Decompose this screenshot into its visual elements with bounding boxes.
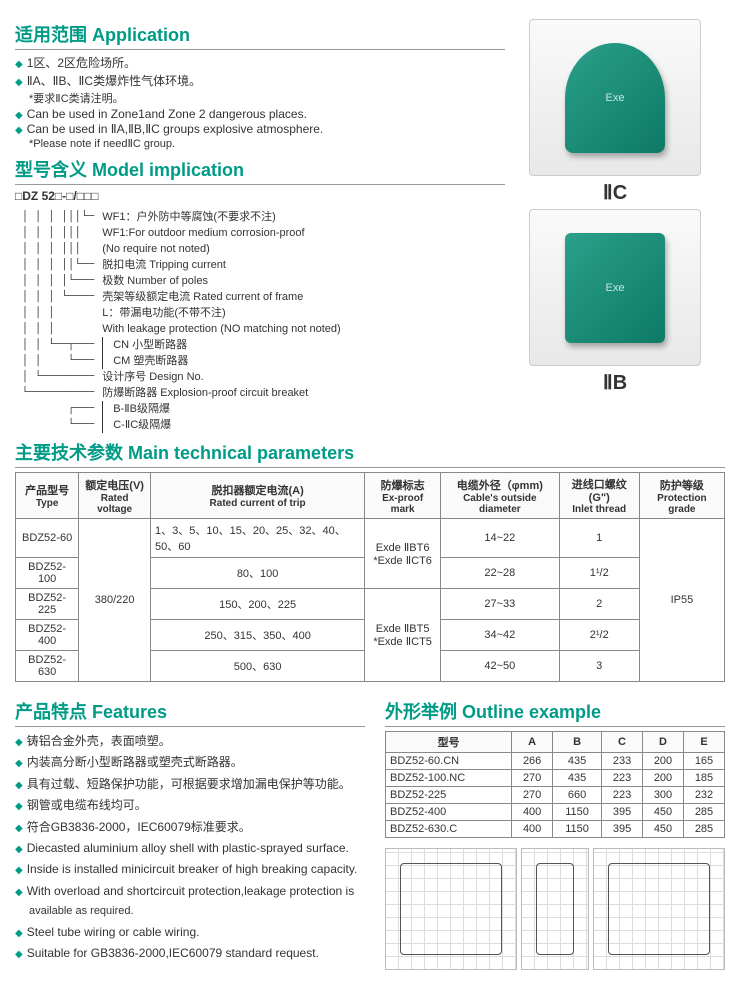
params-table: 产品型号Type 额定电压(V)Rated voltage 脱扣器额定电流(A)… xyxy=(15,472,725,682)
list-item: Can be used in Zone1and Zone 2 dangerous… xyxy=(15,107,505,121)
table-header-row: 产品型号Type 额定电压(V)Rated voltage 脱扣器额定电流(A)… xyxy=(16,473,725,519)
list-item: With leakage protection (NO matching not… xyxy=(102,321,340,337)
table-row: BDZ52-100.NC270435223200185 xyxy=(386,770,725,787)
th: 防爆标志Ex-proof mark xyxy=(365,473,441,519)
list-item: 符合GB3836-2000，IEC60079标准要求。 xyxy=(15,817,365,837)
list-item: 钢管或电缆布线均可。 xyxy=(15,795,365,815)
list-item: 脱扣电流 Tripping current xyxy=(102,257,340,273)
params-heading: 主要技术参数 Main technical parameters xyxy=(15,439,725,468)
list-item: 防爆断路器 Explosion-proof circuit breaket xyxy=(102,385,340,401)
list-item: Steel tube wiring or cable wiring. xyxy=(15,922,365,942)
outline-table: 型号 A B C D E BDZ52-60.CN266435233200165B… xyxy=(385,731,725,838)
model-description: WF1：户外防中等腐蚀(不要求不注) WF1:For outdoor mediu… xyxy=(102,209,340,433)
list-item: Can be used in ⅡA,ⅡB,ⅡC groups explosive… xyxy=(15,122,505,136)
list-note: *要求ⅡC类请注明。 xyxy=(29,90,505,106)
list-item: 设计序号 Design No. xyxy=(102,369,340,385)
outline-heading: 外形举例 Outline example xyxy=(385,698,725,727)
list-item: 极数 Number of poles xyxy=(102,273,340,289)
list-item: WF1:For outdoor medium corrosion-proof xyxy=(102,225,340,241)
list-item: WF1：户外防中等腐蚀(不要求不注) xyxy=(102,209,340,225)
table-row: BDZ52-60 380/220 1、3、5、10、15、20、25、32、40… xyxy=(16,519,725,558)
application-list: 1区、2区危险场所。 ⅡA、ⅡB、ⅡC类爆炸性气体环境。 *要求ⅡC类请注明。 … xyxy=(15,54,505,150)
list-item: 壳架等级额定电流 Rated current of frame xyxy=(102,289,340,305)
list-item: 铸铝合金外壳，表面喷塑。 xyxy=(15,731,365,751)
list-item: With overload and shortcircuit protectio… xyxy=(15,881,365,901)
model-heading: 型号含义 Model implication xyxy=(15,156,505,185)
th: C xyxy=(602,732,643,753)
th: E xyxy=(683,732,724,753)
model-code: □DZ 52□-□/□□□ xyxy=(15,189,505,203)
list-item: CM 塑壳断路器 xyxy=(102,353,340,369)
table-row: BDZ52-225270660223300232 xyxy=(386,787,725,804)
list-item: Suitable for GB3836-2000,IEC60079 standa… xyxy=(15,943,365,963)
table-header-row: 型号 A B C D E xyxy=(386,732,725,753)
list-item: Inside is installed minicircuit breaker … xyxy=(15,859,365,879)
application-heading: 适用范围 Application xyxy=(15,21,505,50)
list-item: B-ⅡB级隔爆 xyxy=(102,401,340,417)
th: 防护等级Protection grade xyxy=(639,473,724,519)
model-bracket-lines: │ │ │ │││└─ │ │ │ │││ │ │ │ │││ │ │ │ ││… xyxy=(15,209,102,433)
list-item: 内装高分断小型断路器或塑壳式断路器。 xyxy=(15,752,365,772)
th: D xyxy=(643,732,684,753)
drawing-side-view xyxy=(521,848,588,970)
drawing-detail-view xyxy=(593,848,725,970)
th: 电缆外径（φmm)Cable's outside diameter xyxy=(441,473,560,519)
list-item: 具有过载、短路保护功能，可根据要求增加漏电保护等功能。 xyxy=(15,774,365,794)
product-image xyxy=(529,209,701,366)
list-note: available as required. xyxy=(29,902,365,921)
features-list: 铸铝合金外壳，表面喷塑。 内装高分断小型断路器或塑壳式断路器。 具有过载、短路保… xyxy=(15,731,365,964)
list-item: ⅡA、ⅡB、ⅡC类爆炸性气体环境。 xyxy=(15,72,505,89)
list-item: Diecasted aluminium alloy shell with pla… xyxy=(15,838,365,858)
model-diagram: │ │ │ │││└─ │ │ │ │││ │ │ │ │││ │ │ │ ││… xyxy=(15,209,505,433)
th: 脱扣器额定电流(A)Rated current of trip xyxy=(151,473,365,519)
th: 额定电压(V)Rated voltage xyxy=(79,473,151,519)
list-item: 1区、2区危险场所。 xyxy=(15,54,505,71)
list-item: CN 小型断路器 xyxy=(102,337,340,353)
features-heading: 产品特点 Features xyxy=(15,698,365,727)
outline-drawings xyxy=(385,848,725,970)
list-note: *Please note if needⅡC group. xyxy=(29,137,505,150)
th: 进线口螺纹(G")Inlet thread xyxy=(559,473,639,519)
product-image xyxy=(529,19,701,176)
list-item: C-ⅡC级隔爆 xyxy=(102,417,340,433)
list-item: (No require not noted) xyxy=(102,241,340,257)
th: A xyxy=(512,732,553,753)
table-row: BDZ52-60.CN266435233200165 xyxy=(386,753,725,770)
list-item: L：带漏电功能(不带不注) xyxy=(102,305,340,321)
table-row: BDZ52-4004001150395450285 xyxy=(386,804,725,821)
th: B xyxy=(553,732,602,753)
table-row: BDZ52-630.C4001150395450285 xyxy=(386,821,725,838)
th: 产品型号Type xyxy=(16,473,79,519)
product-label: ⅡB xyxy=(505,370,725,395)
th: 型号 xyxy=(386,732,512,753)
drawing-front-view xyxy=(385,848,517,970)
product-label: ⅡC xyxy=(505,180,725,205)
